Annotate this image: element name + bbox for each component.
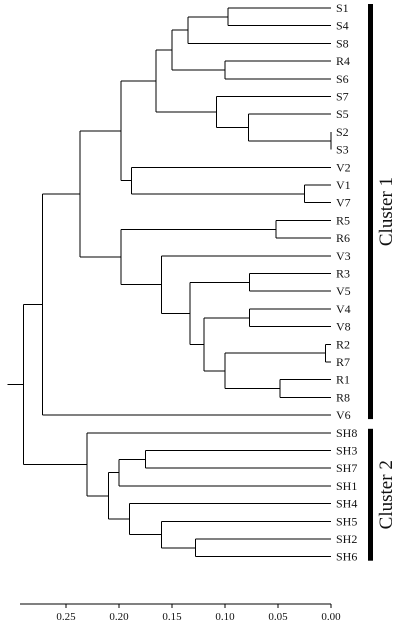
leaf-label-sh7: SH7	[336, 461, 357, 475]
leaf-label-s7: S7	[336, 90, 349, 104]
dendrogram-branches	[7, 7, 332, 558]
leaf-label-r5: R5	[336, 213, 350, 227]
leaf-label-v7: V7	[336, 196, 351, 210]
cluster-label-2: Cluster 2	[376, 460, 397, 529]
leaf-label-s6: S6	[336, 72, 349, 86]
leaf-label-r1: R1	[336, 373, 350, 387]
leaf-labels: S1 S4 S8 R4 S6 S7 S5 S2 S3 V2 V1 V7 R5 R6 V3 R3 V5 V4 V8 R2…	[336, 1, 357, 564]
axis-tick-label-0.15: 0.15	[162, 611, 182, 621]
leaf-label-sh8: SH8	[336, 426, 357, 440]
axis-tick-label-0.05: 0.05	[268, 611, 288, 621]
leaf-label-r7: R7	[336, 355, 350, 369]
leaf-label-sh6: SH6	[336, 550, 357, 564]
axis-tick-label-0.10: 0.10	[215, 611, 235, 621]
axis-tick-label-0.00: 0.00	[321, 611, 341, 621]
leaf-label-r2: R2	[336, 337, 350, 351]
leaf-label-s1: S1	[336, 1, 349, 15]
leaf-label-s4: S4	[336, 19, 349, 33]
leaf-label-sh5: SH5	[336, 514, 357, 528]
leaf-label-s3: S3	[336, 143, 349, 157]
cluster-bar-2	[368, 428, 373, 561]
distance-axis: 0.25 0.20 0.15 0.10 0.05 0.00	[20, 603, 341, 621]
leaf-label-v1: V1	[336, 178, 351, 192]
leaf-label-r3: R3	[336, 267, 350, 281]
leaf-label-s8: S8	[336, 36, 349, 50]
leaf-label-s2: S2	[336, 125, 349, 139]
axis-tick-label-0.20: 0.20	[109, 611, 129, 621]
leaf-label-r4: R4	[336, 54, 350, 68]
cluster-label-1: Cluster 1	[376, 177, 397, 246]
leaf-label-v6: V6	[336, 408, 351, 422]
leaf-label-sh1: SH1	[336, 479, 357, 493]
leaf-label-v5: V5	[336, 284, 351, 298]
leaf-label-r8: R8	[336, 390, 350, 404]
leaf-label-v2: V2	[336, 160, 351, 174]
leaf-label-r6: R6	[336, 231, 350, 245]
leaf-label-s5: S5	[336, 107, 349, 121]
leaf-label-v3: V3	[336, 249, 351, 263]
leaf-label-sh3: SH3	[336, 444, 357, 458]
axis-tick-label-0.25: 0.25	[56, 611, 76, 621]
leaf-label-sh4: SH4	[336, 497, 357, 511]
cluster-brackets: Cluster 1 Cluster 2	[368, 4, 397, 561]
cluster-bar-1	[368, 4, 373, 420]
leaf-label-sh2: SH2	[336, 532, 357, 546]
leaf-label-v8: V8	[336, 320, 351, 334]
leaf-label-v4: V4	[336, 302, 351, 316]
